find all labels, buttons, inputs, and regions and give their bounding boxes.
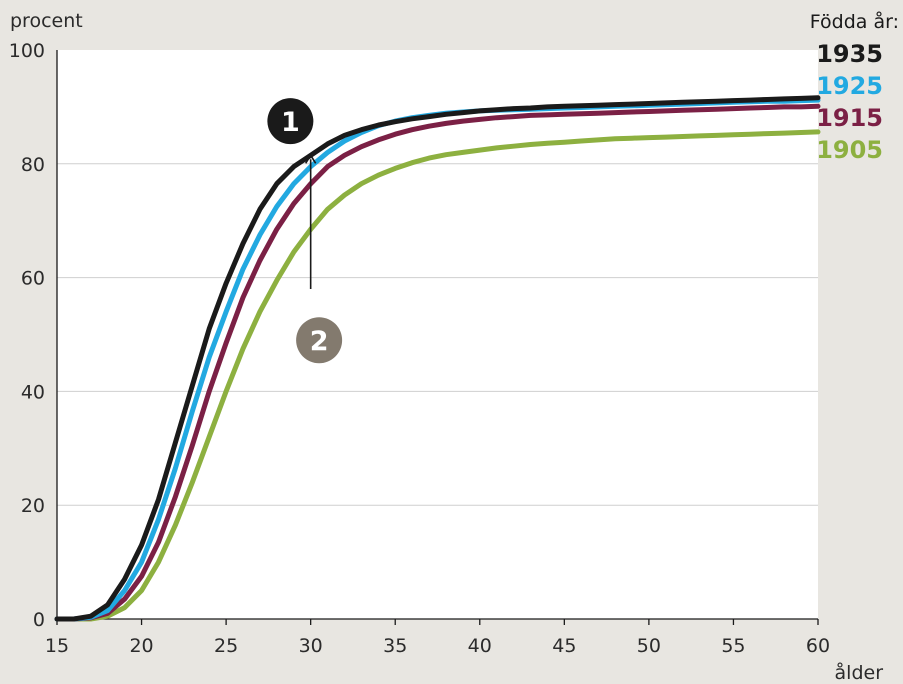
annotation-badge-1	[267, 98, 314, 145]
x-tick-label: 50	[637, 635, 661, 657]
series-line-1915	[54, 103, 821, 622]
annotation-label-1: 1	[281, 107, 300, 138]
x-tick-label: 45	[552, 635, 576, 657]
x-axis-label: ålder	[834, 662, 883, 684]
plot-area	[57, 50, 818, 619]
y-tick-label: 80	[21, 154, 45, 176]
x-tick-label: 25	[214, 635, 238, 657]
legend-title: Födda år:	[809, 11, 899, 33]
x-tick-label: 20	[129, 635, 153, 657]
arrow-head	[304, 153, 317, 164]
y-tick-label: 60	[21, 268, 45, 290]
series-line-1935	[54, 95, 821, 622]
y-tick-label: 100	[9, 40, 45, 62]
y-tick-label: 0	[33, 609, 45, 631]
y-tick-label: 40	[21, 381, 45, 403]
annotation-badge-2	[296, 317, 343, 364]
x-tick-label: 40	[468, 635, 492, 657]
legend-item-1905: 1905	[816, 136, 883, 164]
x-tick-label: 15	[45, 635, 69, 657]
legend-item-1925: 1925	[816, 72, 883, 100]
legend-item-1915: 1915	[816, 104, 883, 132]
annotation-label-2: 2	[310, 326, 329, 357]
series-line-1905	[54, 129, 821, 622]
legend-item-1935: 1935	[816, 40, 883, 68]
x-tick-label: 35	[383, 635, 407, 657]
y-axis-label: procent	[10, 10, 83, 32]
x-tick-label: 30	[299, 635, 323, 657]
y-tick-label: 20	[21, 495, 45, 517]
x-tick-label: 60	[806, 635, 830, 657]
x-tick-label: 55	[721, 635, 745, 657]
